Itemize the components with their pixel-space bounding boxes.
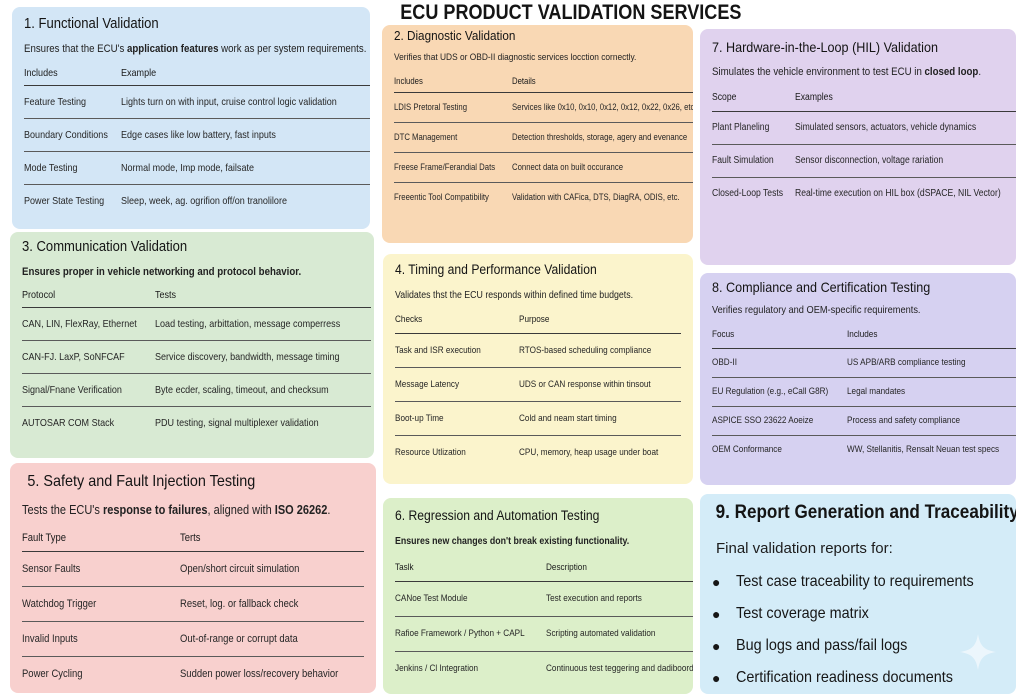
table-row: AUTOSAR COM Stack PDU testing, signal mul… — [22, 416, 320, 429]
panel-title: 7. Hardware-in-the-Loop (HIL) Validation — [712, 39, 938, 55]
panel-regression-automation: 6. Regression and Automation Testing Ens… — [383, 498, 693, 694]
column-header: Scope — [712, 85, 795, 112]
table-row: Boot-up Time Cold and neam start timing — [395, 401, 681, 436]
column-header: Fault Type — [22, 525, 180, 552]
table-row: Freeentic Tool Compatibility Validation w… — [394, 192, 680, 203]
panel-title: 8. Compliance and Certification Testing — [712, 279, 931, 295]
table-row: Message Latency UDS or CAN response withi… — [395, 367, 681, 402]
table-row: CAN, LIN, FlexRay, Ethernet Load testing,… — [22, 307, 371, 341]
table-row: ASPICE SSO 23622 Aoeize Process and safet… — [712, 406, 1016, 436]
panel-diagnostic-validation: 2. Diagnostic Validation Verifies that U… — [382, 25, 693, 243]
column-header: Description — [545, 555, 693, 582]
table-row: Feature Testing Lights turn on with input… — [24, 85, 370, 119]
column-header: Example — [121, 61, 370, 86]
column-header: Protocol — [22, 283, 156, 308]
table-row: Plant Planeling Simulated sensors, actuat… — [712, 111, 1016, 145]
panel-subtitle: Simulates the vehicle environment to tes… — [712, 66, 982, 78]
table-row: Sensor Faults Open/short circuit simulati… — [22, 551, 364, 587]
table-row: OBD-II US APB/ARB compliance testing — [712, 348, 1016, 378]
safety-table: Fault Type Terts Sensor Faults Open/short… — [22, 525, 364, 691]
panel-timing-performance: 4. Timing and Performance Validation Val… — [383, 254, 693, 484]
table-row: Invalid Inputs Out-of-range or corrupt da… — [22, 621, 364, 657]
table-row: Watchdog Trigger Reset, log. or fallback … — [22, 586, 364, 622]
table-row: Fault Simulation Sensor disconnection, vo… — [712, 144, 1016, 178]
panel-title: 9. Report Generation and Traceability — [715, 502, 1016, 523]
bullet-icon: ● — [712, 606, 721, 622]
panel-safety-fault-injection: 5. Safety and Fault Injection Testing Te… — [10, 463, 376, 693]
panel-functional-validation: 1. Functional Validation Ensures that th… — [12, 7, 370, 229]
bullet-icon: ● — [712, 638, 721, 654]
list-item: ● Test coverage matrix — [712, 598, 1004, 630]
table-row: Power State Testing Sleep, week, ag. ogri… — [24, 194, 288, 207]
panel-title: 3. Communication Validation — [22, 239, 188, 255]
bullet-icon: ● — [712, 670, 721, 686]
panel-subtitle: Tests the ECU's response to failures, al… — [22, 503, 331, 517]
timing-table: Checks Purpose Task and ISR execution RTO… — [395, 307, 681, 469]
table-row: CANoe Test Module Test execution and repo… — [395, 581, 693, 617]
column-header: Includes — [847, 322, 1016, 349]
table-row: DTC Management Detection thresholds, stor… — [394, 122, 693, 153]
regression-table: Taslk Description CANoe Test Module Test … — [395, 555, 693, 686]
table-row: LDIS Pretoral Testing Services like 0x10,… — [394, 92, 693, 123]
panel-hil-validation: 7. Hardware-in-the-Loop (HIL) Validation… — [700, 29, 1016, 265]
column-header: Taslk — [395, 555, 546, 582]
table-row: Mode Testing Normal mode, Imp mode, fails… — [24, 151, 370, 185]
table-row: Jenkins / Cl Integration Continuous test … — [395, 663, 693, 675]
panel-subtitle: Validates thst the ECU responds within d… — [395, 290, 634, 301]
diagnostic-table: Includes Details LDIS Pretoral Testing Se… — [394, 70, 693, 212]
column-header: Includes — [394, 70, 512, 93]
panel-compliance-certification: 8. Compliance and Certification Testing … — [700, 273, 1016, 485]
report-list: ● Test case traceability to requirements … — [712, 566, 1004, 694]
panel-communication-validation: 3. Communication Validation Ensures prop… — [10, 232, 374, 458]
table-row: EU Regulation (e.g., eCall G8R) Legal man… — [712, 377, 1016, 407]
panel-subtitle: Verifies that UDS or OBD-II diagnostic s… — [394, 52, 637, 63]
bullet-icon: ● — [712, 574, 721, 590]
panel-subtitle: Final validation reports for: — [716, 540, 893, 557]
column-header: Details — [511, 70, 693, 93]
column-header: Checks — [395, 307, 520, 334]
table-row: Closed-Loop Tests Real-time execution on … — [712, 188, 1001, 200]
compliance-table: Focus Includes OBD-II US APB/ARB complian… — [712, 322, 1016, 464]
list-item: ● Certification readiness documents — [712, 662, 1004, 694]
column-header: Purpose — [519, 307, 681, 334]
panel-subtitle: Ensures proper in vehicle networking and… — [22, 266, 302, 278]
table-row: Resource Utlization CPU, memory, heap usa… — [395, 446, 659, 458]
panel-subtitle: Verifies regulatory and OEM-specific req… — [712, 304, 921, 316]
column-header: Includes — [24, 61, 122, 86]
communication-table: Protocol Tests CAN, LIN, FlexRay, Ethern… — [22, 283, 371, 439]
table-row: Rafioe Framework / Python + CAPL Scriptin… — [395, 616, 693, 652]
panel-subtitle: Ensures new changes don't break existing… — [395, 536, 630, 547]
column-header: Terts — [179, 525, 364, 552]
list-item: ● Test case traceability to requirements — [712, 566, 1004, 598]
page-title: ECU PRODUCT VALIDATION SERVICES — [400, 1, 742, 24]
table-row: Freese Frame/Ferandial Dats Connect data … — [394, 152, 693, 183]
table-row: Task and ISR execution RTOS-based schedul… — [395, 333, 681, 368]
column-header: Focus — [712, 322, 848, 349]
sparkle-icon — [960, 634, 996, 670]
list-item: ● Bug logs and pass/fail logs — [712, 630, 1004, 662]
column-header: Tests — [155, 283, 371, 308]
table-row: Signal/Fnane Verification Byte ecder, sca… — [22, 373, 371, 407]
panel-subtitle: Ensures that the ECU's application featu… — [24, 43, 367, 55]
panel-title: 6. Regression and Automation Testing — [395, 508, 600, 523]
table-row: CAN-FJ. LaxP, SoNFCAF Service discovery, … — [22, 340, 371, 374]
column-header: Examples — [794, 85, 1016, 112]
table-row: Power Cycling Sudden power loss/recovery … — [22, 667, 339, 680]
panel-report-traceability: 9. Report Generation and Traceability Fi… — [700, 494, 1016, 694]
hil-table: Scope Examples Plant Planeling Simulated … — [712, 85, 1016, 210]
panel-title: 4. Timing and Performance Validation — [395, 262, 597, 277]
panel-title: 2. Diagnostic Validation — [394, 28, 516, 43]
table-row: OEM Conformance WW, Stellanitis, Rensalt … — [712, 444, 1000, 456]
panel-title: 1. Functional Validation — [24, 16, 159, 32]
table-row: Boundary Conditions Edge cases like low b… — [24, 118, 370, 152]
panel-title: 5. Safety and Fault Injection Testing — [27, 473, 256, 490]
functional-table: Includes Example Feature Testing Lights t… — [24, 61, 370, 217]
